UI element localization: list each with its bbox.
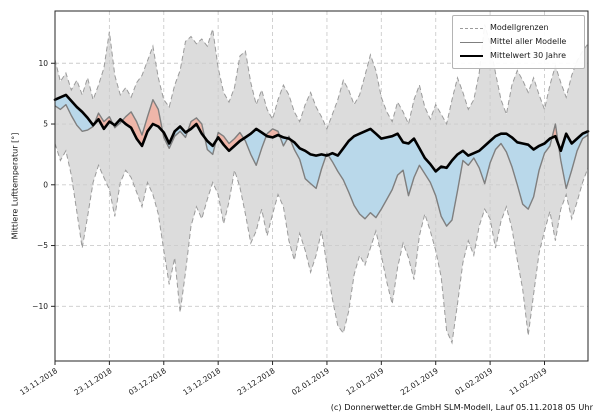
legend: Modellgrenzen Mittel aller Modelle Mitte…: [452, 15, 585, 69]
copyright-caption: (c) Donnerwetter.de GmbH SLM-Modell, Lau…: [330, 402, 593, 412]
upper-model-bound-line: [54, 24, 589, 131]
x-tick-label: 03.12.2018: [127, 366, 168, 397]
black-line-swatch: [460, 55, 483, 57]
legend-item-mittelwert-30-jahre: Mittelwert 30 Jahre: [460, 49, 577, 63]
x-tick-label: 01.02.2019: [453, 366, 494, 397]
y-tick-label: −5: [37, 241, 48, 250]
x-tick-label: 02.01.2019: [290, 366, 331, 397]
y-axis-label: Mittlere Lufttemperatur [°]: [10, 132, 20, 240]
lower-model-bound-line: [54, 143, 589, 345]
legend-label: Mittelwert 30 Jahre: [490, 51, 567, 60]
legend-item-mittel-aller-modelle: Mittel aller Modelle: [460, 35, 577, 49]
y-tick-label: 10: [38, 59, 48, 68]
y-tick-label: 5: [43, 120, 48, 129]
plot-border: [54, 10, 589, 362]
x-tick-label: 11.02.2019: [508, 366, 549, 397]
y-tick-label: 0: [43, 180, 48, 189]
x-tick-label: 23.11.2018: [73, 366, 114, 397]
x-tick-label: 13.12.2018: [181, 366, 222, 397]
legend-label: Modellgrenzen: [490, 23, 549, 32]
x-tick-label: 12.01.2019: [344, 366, 385, 397]
legend-label: Mittel aller Modelle: [490, 37, 567, 46]
x-tick-label: 22.01.2019: [399, 366, 440, 397]
x-tick-label: 23.12.2018: [236, 366, 277, 397]
model-range-band: [55, 24, 588, 343]
colder-than-normal-fill: [55, 94, 588, 227]
x-tick-label: 13.11.2018: [18, 366, 59, 397]
model-mean-line: [54, 98, 589, 227]
y-tick-label: −10: [32, 302, 48, 311]
climate-mean-30y-line: [53, 93, 590, 173]
dashed-line-swatch: [460, 27, 483, 29]
gray-line-swatch: [460, 41, 483, 43]
legend-item-modellgrenzen: Modellgrenzen: [460, 21, 577, 35]
